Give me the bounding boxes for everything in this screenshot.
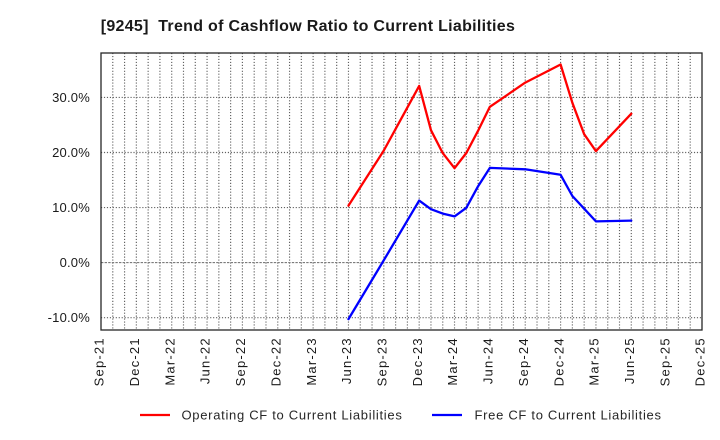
svg-text:Jun-23: Jun-23 — [339, 337, 354, 384]
svg-text:Sep-24: Sep-24 — [516, 337, 531, 386]
svg-text:Sep-25: Sep-25 — [657, 337, 672, 386]
svg-text:[9245] Trend of Cashflow Rati: [9245] Trend of Cashflow Ratio to Curren… — [101, 18, 515, 35]
svg-text:20.0%: 20.0% — [52, 145, 90, 160]
svg-text:0.0%: 0.0% — [60, 255, 91, 270]
svg-text:Jun-24: Jun-24 — [481, 337, 496, 384]
svg-text:Mar-22: Mar-22 — [162, 337, 177, 385]
svg-text:10.0%: 10.0% — [52, 200, 90, 215]
svg-text:Jun-22: Jun-22 — [198, 337, 213, 384]
svg-text:Operating CF to Current Liabil: Operating CF to Current Liabilities — [182, 408, 403, 423]
svg-text:30.0%: 30.0% — [52, 90, 90, 105]
svg-text:Sep-22: Sep-22 — [233, 337, 248, 386]
svg-text:Mar-25: Mar-25 — [587, 337, 602, 385]
svg-text:Free CF to Current Liabilities: Free CF to Current Liabilities — [475, 408, 662, 423]
svg-text:Sep-23: Sep-23 — [375, 337, 390, 386]
svg-text:Dec-24: Dec-24 — [551, 337, 566, 386]
svg-text:Mar-23: Mar-23 — [304, 337, 319, 385]
svg-text:-10.0%: -10.0% — [48, 310, 91, 325]
svg-text:Jun-25: Jun-25 — [622, 337, 637, 384]
svg-text:Dec-23: Dec-23 — [410, 337, 425, 386]
svg-text:Dec-22: Dec-22 — [268, 337, 283, 386]
svg-text:Sep-21: Sep-21 — [92, 337, 107, 386]
svg-text:Mar-24: Mar-24 — [445, 337, 460, 385]
svg-text:Dec-21: Dec-21 — [127, 337, 142, 386]
svg-text:Dec-25: Dec-25 — [693, 337, 708, 386]
